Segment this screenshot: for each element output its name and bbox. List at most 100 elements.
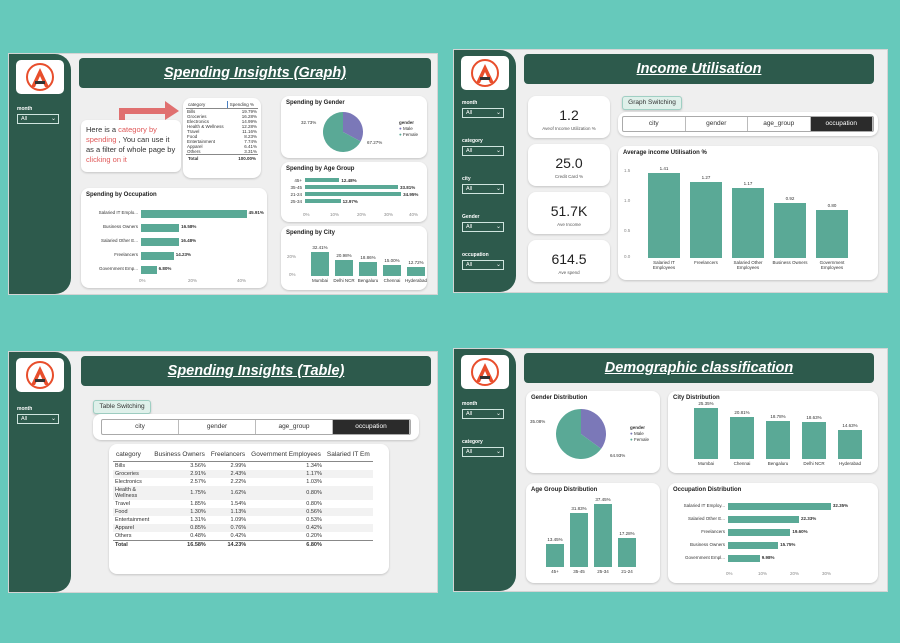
gender-dropdown[interactable]: All ⌄ bbox=[462, 222, 504, 232]
category-dropdown[interactable]: All ⌄ bbox=[462, 447, 504, 457]
bar[interactable] bbox=[618, 537, 636, 567]
bar[interactable] bbox=[690, 181, 722, 258]
table-header[interactable]: Salaried IT Em bbox=[323, 448, 373, 462]
bar[interactable] bbox=[728, 503, 831, 510]
bar[interactable] bbox=[694, 408, 718, 459]
bar[interactable] bbox=[335, 260, 353, 276]
category-table[interactable]: category Spending % Bills 19.79% Groceries 1… bbox=[186, 101, 258, 162]
table-cell: 1.03% bbox=[306, 479, 322, 485]
table-header[interactable]: Business Owners bbox=[151, 448, 208, 462]
table-row[interactable]: Electronics 14.99% bbox=[186, 119, 258, 124]
bar[interactable] bbox=[141, 252, 174, 260]
bar[interactable] bbox=[546, 544, 564, 567]
bar[interactable] bbox=[732, 187, 764, 258]
occupation-dropdown[interactable]: All ⌄ bbox=[462, 260, 504, 270]
table-row[interactable]: Others 3.31% bbox=[186, 149, 258, 155]
bar[interactable] bbox=[648, 173, 680, 258]
bar[interactable] bbox=[728, 542, 779, 549]
bar[interactable] bbox=[305, 178, 340, 182]
bar[interactable] bbox=[774, 202, 806, 258]
bar[interactable] bbox=[407, 266, 425, 276]
tab-age-group[interactable]: age_group bbox=[256, 420, 333, 434]
bar[interactable] bbox=[383, 264, 401, 276]
bar[interactable] bbox=[838, 429, 862, 459]
table-row[interactable]: Food 1.30% 1.13% 0.56% bbox=[113, 508, 373, 516]
bar[interactable] bbox=[305, 185, 398, 189]
table-cell bbox=[324, 524, 373, 532]
bar[interactable] bbox=[728, 529, 791, 536]
table-row[interactable]: Bills 19.79% bbox=[186, 109, 258, 114]
month-dropdown[interactable]: All ⌄ bbox=[17, 114, 59, 124]
table-row[interactable]: Apparel 0.85% 0.76% 0.42% bbox=[113, 524, 373, 532]
table-header[interactable]: category bbox=[186, 101, 228, 109]
tab-city[interactable]: city bbox=[623, 117, 686, 131]
bar[interactable] bbox=[728, 516, 800, 523]
legend-male[interactable]: ● Male bbox=[399, 126, 413, 131]
table-row[interactable]: Others 0.48% 0.42% 0.20% bbox=[113, 532, 373, 541]
bar-category-label: 21-24 bbox=[290, 192, 302, 197]
table-row[interactable]: Groceries 16.28% bbox=[186, 114, 258, 119]
city-dropdown[interactable]: All ⌄ bbox=[462, 184, 504, 194]
table-header[interactable]: Spending % bbox=[226, 101, 258, 109]
legend-female[interactable]: ● Female bbox=[630, 437, 649, 442]
bar[interactable] bbox=[305, 192, 402, 196]
month-dropdown[interactable]: All ⌄ bbox=[462, 108, 504, 118]
table-header[interactable]: Government Employees bbox=[248, 448, 324, 462]
table-row[interactable]: Food 8.23% bbox=[186, 134, 258, 139]
table-header[interactable]: Freelancers bbox=[207, 448, 249, 462]
tab-age-group[interactable]: age_group bbox=[748, 117, 811, 131]
kpi-card: 614.5 Ave spend bbox=[528, 240, 610, 282]
bar[interactable] bbox=[594, 503, 612, 567]
category-table-card[interactable]: category Spending % Bills 19.79% Groceries 1… bbox=[183, 98, 261, 178]
table-row[interactable]: Travel 11.16% bbox=[186, 129, 258, 134]
sidebar: month All ⌄ category All ⌄ city All ⌄ Gender All ⌄ o… bbox=[454, 50, 516, 292]
tab-occupation[interactable]: occupation bbox=[810, 117, 873, 131]
bar[interactable] bbox=[728, 555, 760, 562]
month-dropdown[interactable]: All ⌄ bbox=[462, 409, 504, 419]
tab-city[interactable]: city bbox=[102, 420, 179, 434]
bar[interactable] bbox=[141, 210, 247, 218]
bar[interactable] bbox=[802, 421, 826, 459]
bar[interactable] bbox=[141, 266, 157, 274]
bar[interactable] bbox=[816, 210, 848, 258]
bar-category-label: Freelancers bbox=[701, 529, 725, 534]
table-header[interactable]: category bbox=[113, 448, 152, 462]
table-row[interactable]: Travel 1.85% 1.54% 0.80% bbox=[113, 500, 373, 508]
table-row[interactable]: Electronics 2.57% 2.22% 1.03% bbox=[113, 478, 373, 486]
bar-value-label: 0.80 bbox=[827, 203, 837, 208]
bar[interactable] bbox=[730, 417, 754, 459]
bar[interactable] bbox=[311, 251, 329, 276]
pie-slice[interactable] bbox=[343, 112, 363, 142]
category-dropdown[interactable]: All ⌄ bbox=[462, 146, 504, 156]
tab-occupation[interactable]: occupation bbox=[333, 420, 410, 434]
table-row[interactable]: Bills 3.56% 2.99% 1.34% bbox=[113, 462, 373, 471]
bar[interactable] bbox=[305, 199, 341, 203]
bar-category-label: Salaried Other Employees bbox=[733, 260, 763, 270]
table-row[interactable]: Apparel 6.41% bbox=[186, 144, 258, 149]
pie-slice[interactable] bbox=[323, 112, 361, 152]
table-row[interactable]: Health & Wellness 12.28% bbox=[186, 124, 258, 129]
legend-male[interactable]: ● Male bbox=[630, 431, 644, 436]
axis-tick-label: 20% bbox=[188, 278, 198, 283]
table-switch-tabs[interactable]: city gender age_group occupation bbox=[101, 419, 411, 435]
month-dropdown[interactable]: All ⌄ bbox=[17, 414, 59, 424]
tab-gender[interactable]: gender bbox=[686, 117, 748, 131]
bar[interactable] bbox=[359, 261, 377, 276]
gender-pie-chart[interactable] bbox=[321, 110, 365, 154]
tab-gender[interactable]: gender bbox=[179, 420, 256, 434]
spending-table[interactable]: category Business Owners Freelancers Govern… bbox=[113, 448, 373, 549]
table-row[interactable]: Entertainment 7.74% bbox=[186, 139, 258, 144]
pie-slice[interactable] bbox=[581, 409, 606, 449]
legend-female[interactable]: ● Female bbox=[399, 132, 418, 137]
gender-pie-chart[interactable] bbox=[554, 407, 608, 461]
bar[interactable] bbox=[141, 224, 180, 232]
note-text: , You can use it as a filter of whole pa… bbox=[86, 135, 176, 154]
bar[interactable] bbox=[766, 421, 790, 459]
table-row[interactable]: Health & Wellness 1.75% 1.62% 0.80% bbox=[113, 486, 373, 500]
pie-slice[interactable] bbox=[556, 409, 602, 459]
table-row[interactable]: Entertainment 1.31% 1.09% 0.53% bbox=[113, 516, 373, 524]
bar[interactable] bbox=[141, 238, 179, 246]
graph-switch-tabs[interactable]: city gender age_group occupation bbox=[622, 116, 874, 132]
bar[interactable] bbox=[570, 513, 588, 567]
table-row[interactable]: Groceries 2.91% 2.43% 1.17% bbox=[113, 470, 373, 478]
